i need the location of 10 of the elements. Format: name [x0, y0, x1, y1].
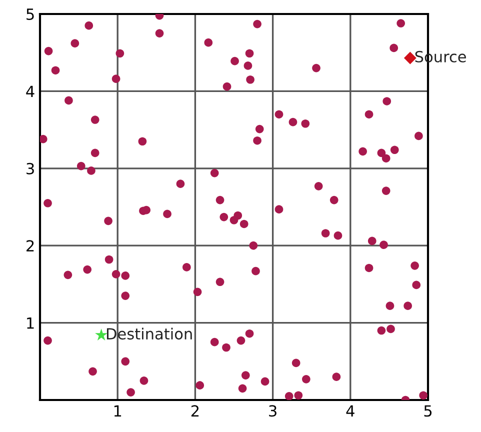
y-tick-label: 4	[26, 86, 34, 98]
y-tick-label: 2	[26, 240, 34, 252]
y-tick-label: 3	[26, 162, 34, 174]
x-tick-label: 3	[269, 405, 276, 417]
x-tick-label: 5	[424, 405, 432, 417]
y-tick-label: 1	[27, 317, 34, 329]
y-tick-label: 5	[26, 8, 34, 20]
x-tick-label: 4	[346, 405, 354, 416]
x-tick-label: 2	[191, 405, 199, 416]
x-tick-label: 1	[114, 405, 122, 416]
